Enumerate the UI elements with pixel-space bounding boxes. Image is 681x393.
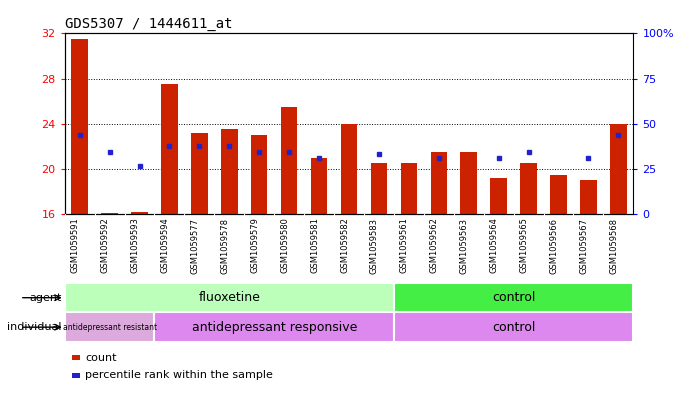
Text: GSM1059593: GSM1059593 bbox=[131, 218, 140, 274]
Text: GSM1059582: GSM1059582 bbox=[340, 218, 349, 274]
Bar bbox=[311, 158, 328, 214]
Text: GSM1059578: GSM1059578 bbox=[220, 218, 229, 274]
Bar bbox=[161, 84, 178, 214]
Text: agent: agent bbox=[29, 293, 61, 303]
Bar bbox=[430, 152, 447, 214]
Bar bbox=[394, 283, 633, 312]
Text: GSM1059561: GSM1059561 bbox=[400, 218, 409, 274]
Bar bbox=[520, 163, 537, 214]
Bar bbox=[400, 163, 417, 214]
Text: GSM1059577: GSM1059577 bbox=[191, 218, 200, 274]
Text: GSM1059583: GSM1059583 bbox=[370, 218, 379, 274]
Bar bbox=[550, 174, 567, 214]
Text: GSM1059592: GSM1059592 bbox=[101, 218, 110, 274]
Text: individual: individual bbox=[7, 322, 61, 332]
Text: GSM1059594: GSM1059594 bbox=[161, 218, 170, 274]
Bar bbox=[131, 212, 148, 214]
Text: fluoxetine: fluoxetine bbox=[198, 291, 260, 304]
Bar bbox=[101, 213, 118, 214]
Text: percentile rank within the sample: percentile rank within the sample bbox=[85, 370, 273, 380]
Bar bbox=[155, 312, 394, 342]
Bar bbox=[65, 283, 394, 312]
Text: GSM1059580: GSM1059580 bbox=[280, 218, 289, 274]
Bar bbox=[251, 135, 268, 214]
Bar bbox=[370, 163, 387, 214]
Bar bbox=[394, 312, 633, 342]
Text: control: control bbox=[492, 321, 535, 334]
Text: GSM1059568: GSM1059568 bbox=[609, 218, 618, 274]
Text: GDS5307 / 1444611_at: GDS5307 / 1444611_at bbox=[65, 17, 232, 31]
Text: GSM1059562: GSM1059562 bbox=[430, 218, 439, 274]
Bar bbox=[490, 178, 507, 214]
Text: count: count bbox=[85, 353, 116, 363]
Text: antidepressant responsive: antidepressant responsive bbox=[191, 321, 357, 334]
Text: GSM1059563: GSM1059563 bbox=[460, 218, 469, 274]
Text: GSM1059566: GSM1059566 bbox=[550, 218, 558, 274]
Bar bbox=[610, 124, 627, 214]
Bar bbox=[191, 133, 208, 214]
Text: GSM1059564: GSM1059564 bbox=[490, 218, 498, 274]
Text: GSM1059579: GSM1059579 bbox=[250, 218, 259, 274]
Bar bbox=[65, 312, 155, 342]
Bar bbox=[281, 107, 298, 214]
Bar bbox=[580, 180, 597, 214]
Bar bbox=[72, 39, 88, 214]
Text: control: control bbox=[492, 291, 535, 304]
Bar bbox=[340, 124, 358, 214]
Text: GSM1059591: GSM1059591 bbox=[71, 218, 80, 274]
Text: GSM1059581: GSM1059581 bbox=[310, 218, 319, 274]
Text: antidepressant resistant: antidepressant resistant bbox=[63, 323, 157, 332]
Bar bbox=[221, 129, 238, 214]
Bar bbox=[460, 152, 477, 214]
Text: GSM1059567: GSM1059567 bbox=[580, 218, 588, 274]
Text: GSM1059565: GSM1059565 bbox=[520, 218, 528, 274]
